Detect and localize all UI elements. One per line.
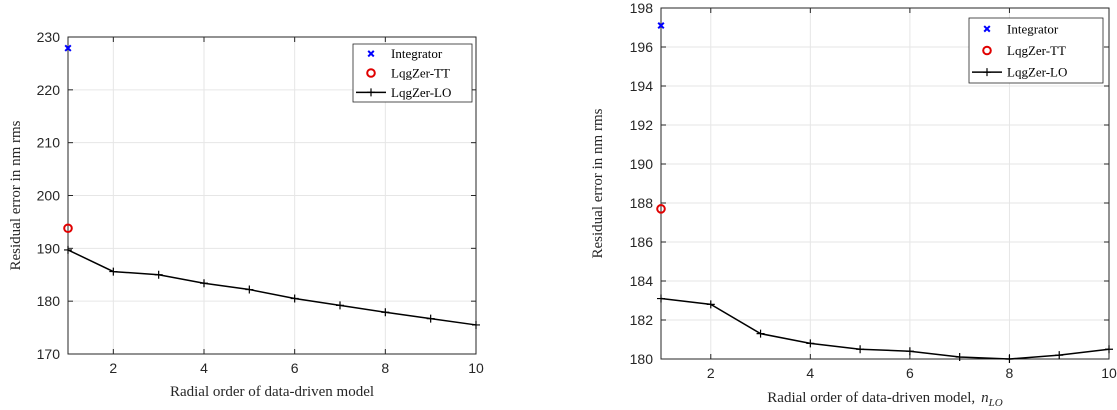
data-point [656, 204, 666, 214]
plot-area-border [660, 7, 1110, 360]
data-point [63, 223, 73, 234]
legend-swatch-marker [983, 25, 991, 33]
x-tick-label: 6 [906, 365, 914, 381]
x-axis-label: Radial order of data-driven model [170, 384, 374, 400]
data-point [290, 294, 299, 303]
y-tick-label: 180 [630, 351, 654, 367]
x-tick-label: 2 [109, 360, 117, 376]
data-point [64, 44, 72, 52]
y-tick-label: 198 [630, 0, 654, 16]
x-axis-label-math: n [981, 390, 989, 406]
y-tick-label: 210 [37, 135, 61, 151]
data-point [905, 347, 914, 356]
series-lqgzer-tt [63, 223, 73, 234]
data-point [381, 308, 390, 317]
x-tick-label: 6 [291, 360, 299, 376]
y-tick-label: 196 [630, 39, 654, 55]
legend-swatch-marker [367, 50, 375, 58]
data-point [1005, 355, 1014, 363]
y-tick-label: 194 [630, 78, 654, 94]
data-point [955, 353, 964, 362]
data-point [1055, 351, 1064, 360]
data-point [472, 320, 480, 329]
series-lqgzer-lo [657, 294, 1113, 363]
y-tick-label: 188 [630, 195, 654, 211]
legend-entry-label: LqgZer-TT [1007, 43, 1066, 58]
legend: Integrator LqgZer-TT LqgZer-LO [968, 17, 1104, 84]
y-tick-label: 220 [37, 82, 61, 98]
legend-swatch-marker [983, 68, 991, 77]
data-point [756, 329, 765, 338]
data-point [806, 339, 815, 348]
data-point [154, 270, 163, 279]
y-tick-label: 190 [37, 240, 61, 256]
x-axis-label-text: Radial order of data-driven model [170, 384, 374, 400]
data-point [336, 301, 344, 310]
y-tick-label: 186 [630, 234, 654, 250]
data-point [245, 285, 254, 294]
x-axis-label-text: Radial order of data-driven model, [767, 390, 975, 406]
y-tick-label: 184 [630, 273, 654, 289]
series-integrator [64, 44, 72, 52]
series-lqgzer-lo [64, 245, 480, 329]
x-tick-label: 8 [381, 360, 389, 376]
series-line [660, 297, 1110, 360]
legend-entry-label: LqgZer-TT [391, 66, 450, 81]
legend: Integrator LqgZer-TT LqgZer-LO [352, 43, 473, 103]
y-tick-label: 192 [630, 117, 654, 133]
y-tick-label: 230 [37, 29, 61, 45]
x-tick-label: 10 [468, 360, 484, 376]
x-tick-label: 4 [806, 365, 814, 381]
data-point [426, 314, 435, 323]
data-point [657, 22, 665, 30]
data-point [657, 294, 665, 303]
legend-swatch-marker [982, 45, 992, 56]
series-lqgzer-tt [656, 204, 666, 214]
x-tick-label: 2 [707, 365, 715, 381]
legend-entry-label: LqgZer-LO [391, 85, 451, 100]
legend-swatch-marker [367, 88, 375, 97]
series-integrator [657, 22, 665, 30]
x-tick-label: 10 [1101, 365, 1117, 381]
left-chart: 2 4 6 8 10 170 180 190 200 210 220 230 Radial order … [8, 29, 484, 400]
x-axis-label: Radial order of data-driven model, nLO [767, 390, 1002, 409]
data-point [706, 300, 715, 309]
y-tick-label: 190 [630, 156, 654, 172]
plot-area-border [67, 36, 477, 355]
y-tick-label: 200 [37, 188, 61, 204]
data-point [856, 345, 865, 354]
x-tick-label: 4 [200, 360, 208, 376]
x-axis-label-subscript: LO [988, 397, 1003, 409]
legend-swatch-marker [366, 68, 376, 78]
y-tick-label: 170 [37, 346, 61, 362]
data-point [109, 267, 118, 276]
legend-entry-label: Integrator [1007, 21, 1059, 36]
y-axis-label: Residual error in nm rms [590, 108, 606, 258]
right-chart: 2 4 6 8 10 180 182 184 186 188 190 192 194 196 198 Radi… [590, 0, 1117, 409]
y-axis-label: Residual error in nm rms [8, 120, 24, 270]
x-tick-label: 8 [1006, 365, 1014, 381]
data-point [1105, 345, 1113, 354]
series-line [67, 249, 477, 326]
legend-entry-label: Integrator [391, 46, 443, 61]
legend-entry-label: LqgZer-LO [1007, 65, 1067, 80]
data-point [200, 279, 208, 288]
data-point [64, 245, 72, 254]
y-tick-label: 180 [37, 293, 61, 309]
y-tick-label: 182 [630, 312, 654, 328]
